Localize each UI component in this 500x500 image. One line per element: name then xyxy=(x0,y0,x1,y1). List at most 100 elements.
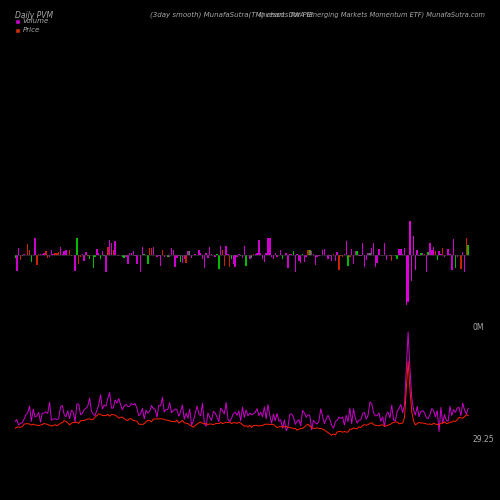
Bar xyxy=(44,253,45,255)
Bar xyxy=(336,252,338,255)
Bar xyxy=(89,255,90,258)
Bar xyxy=(373,243,374,255)
Bar xyxy=(420,252,422,255)
Bar xyxy=(442,248,444,255)
Bar xyxy=(232,255,234,264)
Bar xyxy=(271,255,272,256)
Bar xyxy=(158,255,160,256)
Bar xyxy=(240,255,242,256)
Bar xyxy=(52,254,54,255)
Bar xyxy=(156,255,158,258)
Bar xyxy=(404,248,405,255)
Bar xyxy=(384,242,385,255)
Bar xyxy=(364,255,365,268)
Bar xyxy=(207,255,208,258)
Bar xyxy=(431,250,432,255)
Bar xyxy=(428,252,429,255)
Bar xyxy=(274,253,276,255)
Bar xyxy=(371,248,372,255)
Bar xyxy=(369,252,370,255)
Bar xyxy=(229,255,230,267)
Bar xyxy=(328,255,329,259)
Bar xyxy=(151,248,152,255)
Bar xyxy=(331,255,332,260)
Bar xyxy=(189,251,190,255)
Bar xyxy=(396,255,398,260)
Bar xyxy=(429,243,430,255)
Bar xyxy=(112,250,114,255)
Bar xyxy=(466,238,467,255)
Bar xyxy=(186,255,187,263)
Bar xyxy=(172,250,174,255)
Bar xyxy=(182,255,183,262)
Bar xyxy=(234,255,236,267)
Bar xyxy=(322,250,324,255)
Bar xyxy=(216,254,218,255)
Bar xyxy=(64,251,65,255)
Bar xyxy=(314,255,316,264)
Bar xyxy=(376,255,378,263)
Bar xyxy=(98,253,100,255)
Bar xyxy=(20,255,21,260)
Bar xyxy=(54,253,56,255)
Bar xyxy=(454,255,456,268)
Bar xyxy=(122,255,123,257)
Bar xyxy=(102,251,103,255)
Bar xyxy=(38,254,40,255)
Bar xyxy=(366,255,367,260)
Bar xyxy=(416,250,418,255)
Bar xyxy=(180,255,182,262)
Bar xyxy=(402,254,404,255)
Bar xyxy=(374,255,376,266)
Bar xyxy=(22,255,23,256)
Bar xyxy=(94,255,96,256)
Bar xyxy=(109,240,110,255)
Bar xyxy=(104,255,105,256)
Bar xyxy=(368,253,369,255)
Bar xyxy=(398,248,400,255)
Bar xyxy=(140,255,141,272)
Bar xyxy=(78,255,80,264)
Bar xyxy=(291,254,292,255)
Bar xyxy=(354,250,356,255)
Bar xyxy=(269,238,270,255)
Bar xyxy=(254,254,256,255)
Bar xyxy=(251,255,252,258)
Bar xyxy=(424,254,425,255)
Bar xyxy=(178,255,180,256)
Bar xyxy=(238,254,240,255)
Bar xyxy=(348,255,349,266)
Bar xyxy=(346,241,347,255)
Bar xyxy=(342,255,344,257)
Bar xyxy=(394,255,396,256)
Bar xyxy=(169,255,170,257)
Bar xyxy=(27,244,28,255)
Bar xyxy=(304,255,305,262)
Bar xyxy=(36,255,38,264)
Bar xyxy=(65,250,66,255)
Bar xyxy=(400,250,402,255)
Bar xyxy=(226,246,227,255)
Bar xyxy=(200,253,202,255)
Bar xyxy=(306,255,307,258)
Bar xyxy=(110,243,112,255)
Bar xyxy=(16,255,18,271)
Bar xyxy=(198,250,200,255)
Bar xyxy=(29,250,30,255)
Bar xyxy=(202,255,203,259)
Bar xyxy=(74,255,76,271)
Bar xyxy=(70,255,72,256)
Bar xyxy=(174,255,176,266)
Bar xyxy=(114,242,116,255)
Bar xyxy=(433,246,434,255)
Bar xyxy=(18,248,20,255)
Bar xyxy=(353,255,354,264)
Bar xyxy=(356,251,358,255)
Bar xyxy=(451,255,452,270)
Bar xyxy=(309,250,310,255)
Bar xyxy=(236,255,238,257)
Bar xyxy=(249,255,250,259)
Bar xyxy=(260,253,262,255)
Bar xyxy=(414,255,416,270)
Bar xyxy=(266,252,267,255)
